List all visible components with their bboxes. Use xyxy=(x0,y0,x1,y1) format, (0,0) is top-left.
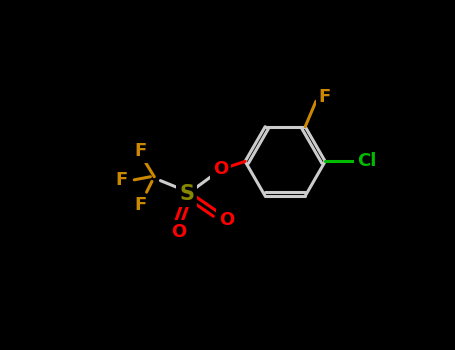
Text: F: F xyxy=(115,171,127,189)
Text: O: O xyxy=(213,160,228,178)
Text: O: O xyxy=(219,211,234,229)
Text: F: F xyxy=(318,89,330,106)
Text: O: O xyxy=(171,223,187,241)
Text: F: F xyxy=(134,142,147,160)
Text: S: S xyxy=(179,184,194,204)
Text: F: F xyxy=(134,196,147,214)
Text: Cl: Cl xyxy=(357,152,376,170)
